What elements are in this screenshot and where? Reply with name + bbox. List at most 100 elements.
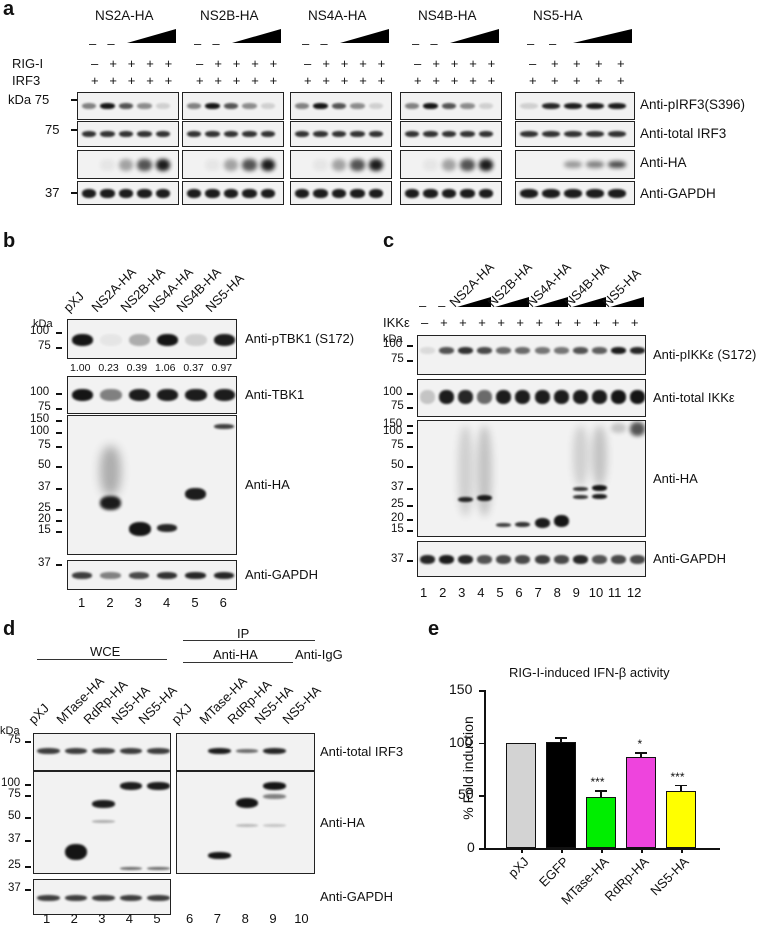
blot-band	[478, 158, 493, 171]
group-label: NS4A-HA	[308, 8, 367, 23]
lane-label: pXJ	[168, 700, 195, 727]
blot-band	[331, 188, 347, 198]
rig-sign: +	[595, 56, 603, 71]
group-label: NS5-HA	[533, 8, 583, 23]
blot-band	[157, 572, 178, 579]
blot-band	[572, 390, 588, 404]
blot-band	[331, 131, 347, 137]
panel-c-letter: c	[383, 230, 395, 252]
mw-tick	[407, 393, 413, 395]
blot-band	[147, 867, 170, 870]
mw-tick	[407, 530, 413, 532]
blot-band	[515, 555, 531, 564]
mw-marker: 75	[391, 353, 404, 365]
y-tick-label: 100	[449, 733, 473, 750]
blot-band	[295, 103, 310, 109]
blot-a-2	[290, 150, 392, 179]
ikk-sign: +	[516, 315, 524, 330]
blot-band	[205, 158, 220, 171]
blot-band	[564, 188, 582, 198]
mw-tick	[25, 866, 31, 868]
antibody-label: Anti-total IKKε	[653, 390, 735, 405]
ikk-sign: +	[592, 315, 601, 330]
dose-wedge-icon	[495, 297, 530, 307]
dose-wedge-icon	[609, 297, 644, 307]
blot-band	[119, 895, 143, 901]
blot-a-0	[290, 92, 392, 120]
blot-band	[608, 188, 626, 198]
irf3-sign: +	[251, 73, 259, 88]
rig-sign: –	[529, 56, 537, 71]
dose-wedge-icon	[127, 29, 177, 43]
wce-label: WCE	[90, 644, 121, 659]
blot-band	[610, 423, 626, 433]
mw-marker: 75	[38, 439, 51, 451]
rig-sign: +	[322, 56, 330, 71]
blot-band	[213, 389, 235, 401]
blot-band	[263, 824, 287, 827]
blot-band	[591, 347, 607, 354]
blot-a-1	[290, 121, 392, 147]
blot-band	[586, 131, 604, 137]
panel-e-letter: e	[428, 618, 440, 640]
quant-value: 0.23	[98, 362, 119, 374]
dose-mark: –	[549, 36, 557, 51]
blot-band	[564, 131, 582, 137]
blot-band	[572, 495, 588, 499]
dose-mark: –	[527, 36, 535, 51]
chart-title: RIG-I-induced IFN-β activity	[509, 665, 670, 680]
error-bar	[640, 752, 642, 758]
lane-number: 7	[213, 911, 222, 926]
blot-band	[213, 334, 235, 346]
mw-marker: 100	[1, 777, 21, 789]
mw-tick	[407, 432, 413, 434]
antibody-label: Anti-total IRF3	[320, 744, 404, 759]
mw-tick	[56, 420, 62, 422]
blot-band	[460, 103, 475, 109]
blot-band	[260, 158, 275, 171]
ip-label: IP	[237, 626, 250, 641]
blot-band	[128, 522, 151, 536]
blot-c-0	[417, 335, 646, 375]
mw-marker: 75	[8, 788, 21, 800]
mw-marker: 37	[391, 553, 404, 565]
lane-label: pXJ	[60, 288, 87, 315]
dose-wedge-icon	[573, 29, 633, 43]
irf3-sign: +	[196, 73, 204, 88]
rig-sign: +	[232, 56, 241, 71]
lane-number: 2	[439, 585, 447, 600]
blot-band	[118, 188, 134, 198]
irf3-sign: +	[414, 73, 422, 88]
blot-band	[242, 158, 257, 171]
mw-kda-75: kDa 75	[8, 92, 50, 107]
blot-band	[137, 188, 152, 198]
mw-tick	[25, 784, 31, 786]
blot-band	[223, 188, 239, 198]
mw-tick	[56, 509, 62, 511]
blot-band	[185, 334, 207, 346]
blot-band	[37, 895, 60, 901]
dose-mark: –	[212, 36, 220, 51]
irf3-sign: +	[304, 73, 312, 88]
blot-band	[313, 158, 328, 171]
blot-band	[147, 895, 170, 901]
lane-number: 9	[572, 585, 580, 600]
blot-band	[147, 748, 170, 754]
blot-band	[185, 572, 206, 579]
blot-band	[441, 188, 457, 198]
blot-band	[553, 555, 569, 564]
blot-band	[368, 103, 383, 109]
mw-marker: 37	[38, 557, 51, 569]
blot-band	[137, 158, 152, 171]
ikk-sign: +	[440, 315, 448, 330]
blot-band	[405, 131, 420, 137]
blot-band	[92, 820, 115, 823]
blot-band	[295, 131, 310, 137]
blot-band	[405, 188, 420, 198]
dose-mark: –	[412, 36, 420, 51]
blot-band	[187, 103, 202, 109]
blot-band	[423, 131, 438, 137]
rig-sign: +	[450, 56, 459, 71]
blot-band	[313, 131, 328, 137]
blot-band	[608, 161, 626, 168]
